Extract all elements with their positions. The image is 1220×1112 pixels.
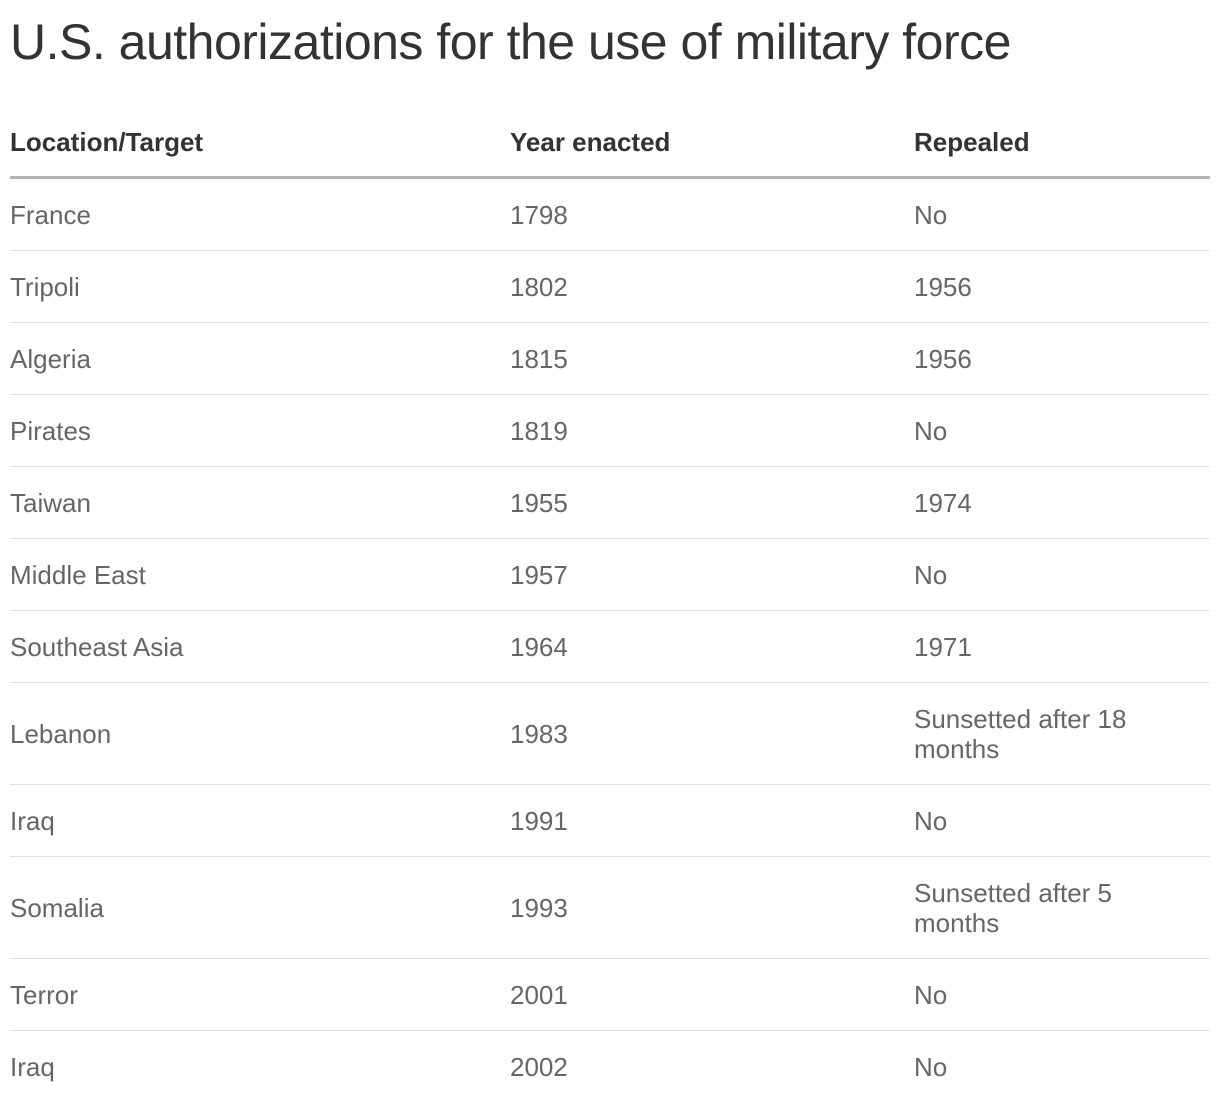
aumf-table: Location/Target Year enacted Repealed Fr… bbox=[10, 108, 1210, 1103]
cell-year: 1993 bbox=[510, 892, 568, 923]
cell-location: Iraq bbox=[10, 1052, 55, 1082]
cell-repealed: No bbox=[914, 559, 948, 590]
cell-year: 1815 bbox=[510, 343, 568, 374]
cell-repealed: 1956 bbox=[914, 343, 972, 374]
table-row: Iraq 2002 No bbox=[10, 1031, 1210, 1103]
table-row: Lebanon 1983 Sunsetted after 18 months bbox=[10, 683, 1210, 785]
cell-location: France bbox=[10, 199, 91, 230]
cell-location: Algeria bbox=[10, 343, 91, 374]
column-header-year: Year enacted bbox=[510, 126, 671, 157]
cell-location: Iraq bbox=[10, 805, 55, 836]
cell-repealed: 1971 bbox=[914, 631, 972, 662]
cell-location: Lebanon bbox=[10, 718, 112, 749]
cell-repealed: No bbox=[914, 415, 948, 446]
table-row: Terror 2001 No bbox=[10, 959, 1210, 1031]
table-row: Tripoli 1802 1956 bbox=[10, 251, 1210, 323]
column-header-repealed: Repealed bbox=[914, 126, 1030, 157]
table-row: Iraq 1991 No bbox=[10, 785, 1210, 857]
table-body: France 1798 No Tripoli 1802 1956 Algeria 1815 19… bbox=[10, 179, 1210, 1103]
cell-location: Pirates bbox=[10, 415, 91, 446]
cell-year: 1798 bbox=[510, 199, 568, 230]
cell-year: 1957 bbox=[510, 559, 568, 590]
cell-repealed: Sunsetted after 18 months bbox=[914, 703, 1127, 764]
cell-repealed: 1974 bbox=[914, 487, 972, 518]
table-row: Pirates 1819 No bbox=[10, 395, 1210, 467]
cell-year: 1955 bbox=[510, 487, 568, 518]
cell-repealed: No bbox=[914, 199, 948, 230]
cell-location: Tripoli bbox=[10, 271, 80, 302]
cell-repealed: Sunsetted after 5 months bbox=[914, 877, 1113, 938]
cell-location: Southeast Asia bbox=[10, 631, 184, 662]
table-row: Somalia 1993 Sunsetted after 5 months bbox=[10, 857, 1210, 959]
cell-repealed: No bbox=[914, 805, 948, 836]
cell-year: 1964 bbox=[510, 631, 568, 662]
cell-location: Terror bbox=[10, 979, 78, 1010]
cell-location: Somalia bbox=[10, 892, 104, 923]
table-header-row: Location/Target Year enacted Repealed bbox=[10, 108, 1210, 179]
cell-year: 2001 bbox=[510, 979, 568, 1010]
table-row: France 1798 No bbox=[10, 179, 1210, 251]
table-row: Taiwan 1955 1974 bbox=[10, 467, 1210, 539]
cell-repealed: No bbox=[914, 979, 948, 1010]
table-row: Middle East 1957 No bbox=[10, 539, 1210, 611]
cell-location: Taiwan bbox=[10, 487, 91, 518]
cell-year: 1819 bbox=[510, 415, 568, 446]
cell-year: 1991 bbox=[510, 805, 568, 836]
cell-location: Middle East bbox=[10, 559, 146, 590]
cell-year: 2002 bbox=[510, 1052, 568, 1082]
table-row: Southeast Asia 1964 1971 bbox=[10, 611, 1210, 683]
cell-year: 1983 bbox=[510, 718, 568, 749]
cell-repealed: 1956 bbox=[914, 271, 972, 302]
table-row: Algeria 1815 1956 bbox=[10, 323, 1210, 395]
table-title: U.S. authorizations for the use of milit… bbox=[10, 14, 1011, 70]
cell-year: 1802 bbox=[510, 271, 568, 302]
cell-repealed: No bbox=[914, 1052, 948, 1082]
column-header-location: Location/Target bbox=[10, 126, 204, 157]
